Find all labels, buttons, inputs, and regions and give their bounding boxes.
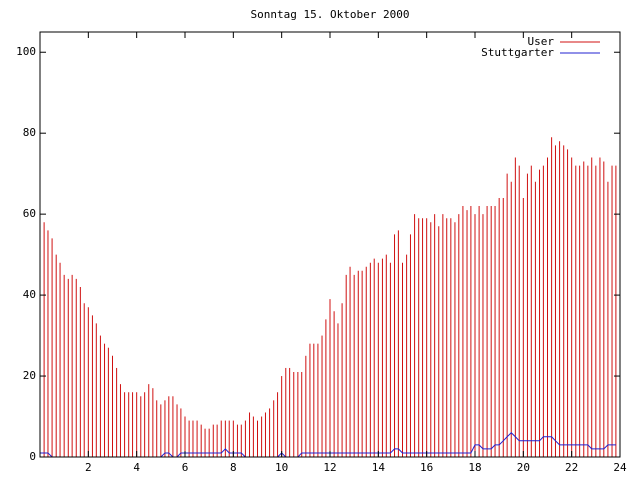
- legend-label: User: [528, 35, 555, 48]
- y-tick-label: 100: [16, 45, 36, 58]
- x-tick-label: 8: [230, 461, 237, 474]
- x-tick-label: 20: [517, 461, 530, 474]
- y-tick-label: 80: [23, 126, 36, 139]
- x-tick-label: 10: [275, 461, 288, 474]
- legend-label: Stuttgarter: [481, 46, 554, 59]
- y-tick-label: 0: [29, 450, 36, 463]
- x-tick-label: 4: [133, 461, 140, 474]
- x-tick-label: 14: [372, 461, 386, 474]
- x-tick-label: 16: [420, 461, 433, 474]
- x-tick-label: 24: [613, 461, 627, 474]
- x-tick-label: 12: [323, 461, 336, 474]
- chart-title: Sonntag 15. Oktober 2000: [251, 8, 410, 21]
- x-tick-label: 22: [565, 461, 578, 474]
- x-tick-label: 2: [85, 461, 92, 474]
- y-tick-label: 40: [23, 288, 36, 301]
- x-tick-label: 6: [182, 461, 189, 474]
- x-tick-label: 18: [468, 461, 481, 474]
- y-tick-label: 60: [23, 207, 36, 220]
- y-tick-label: 20: [23, 369, 36, 382]
